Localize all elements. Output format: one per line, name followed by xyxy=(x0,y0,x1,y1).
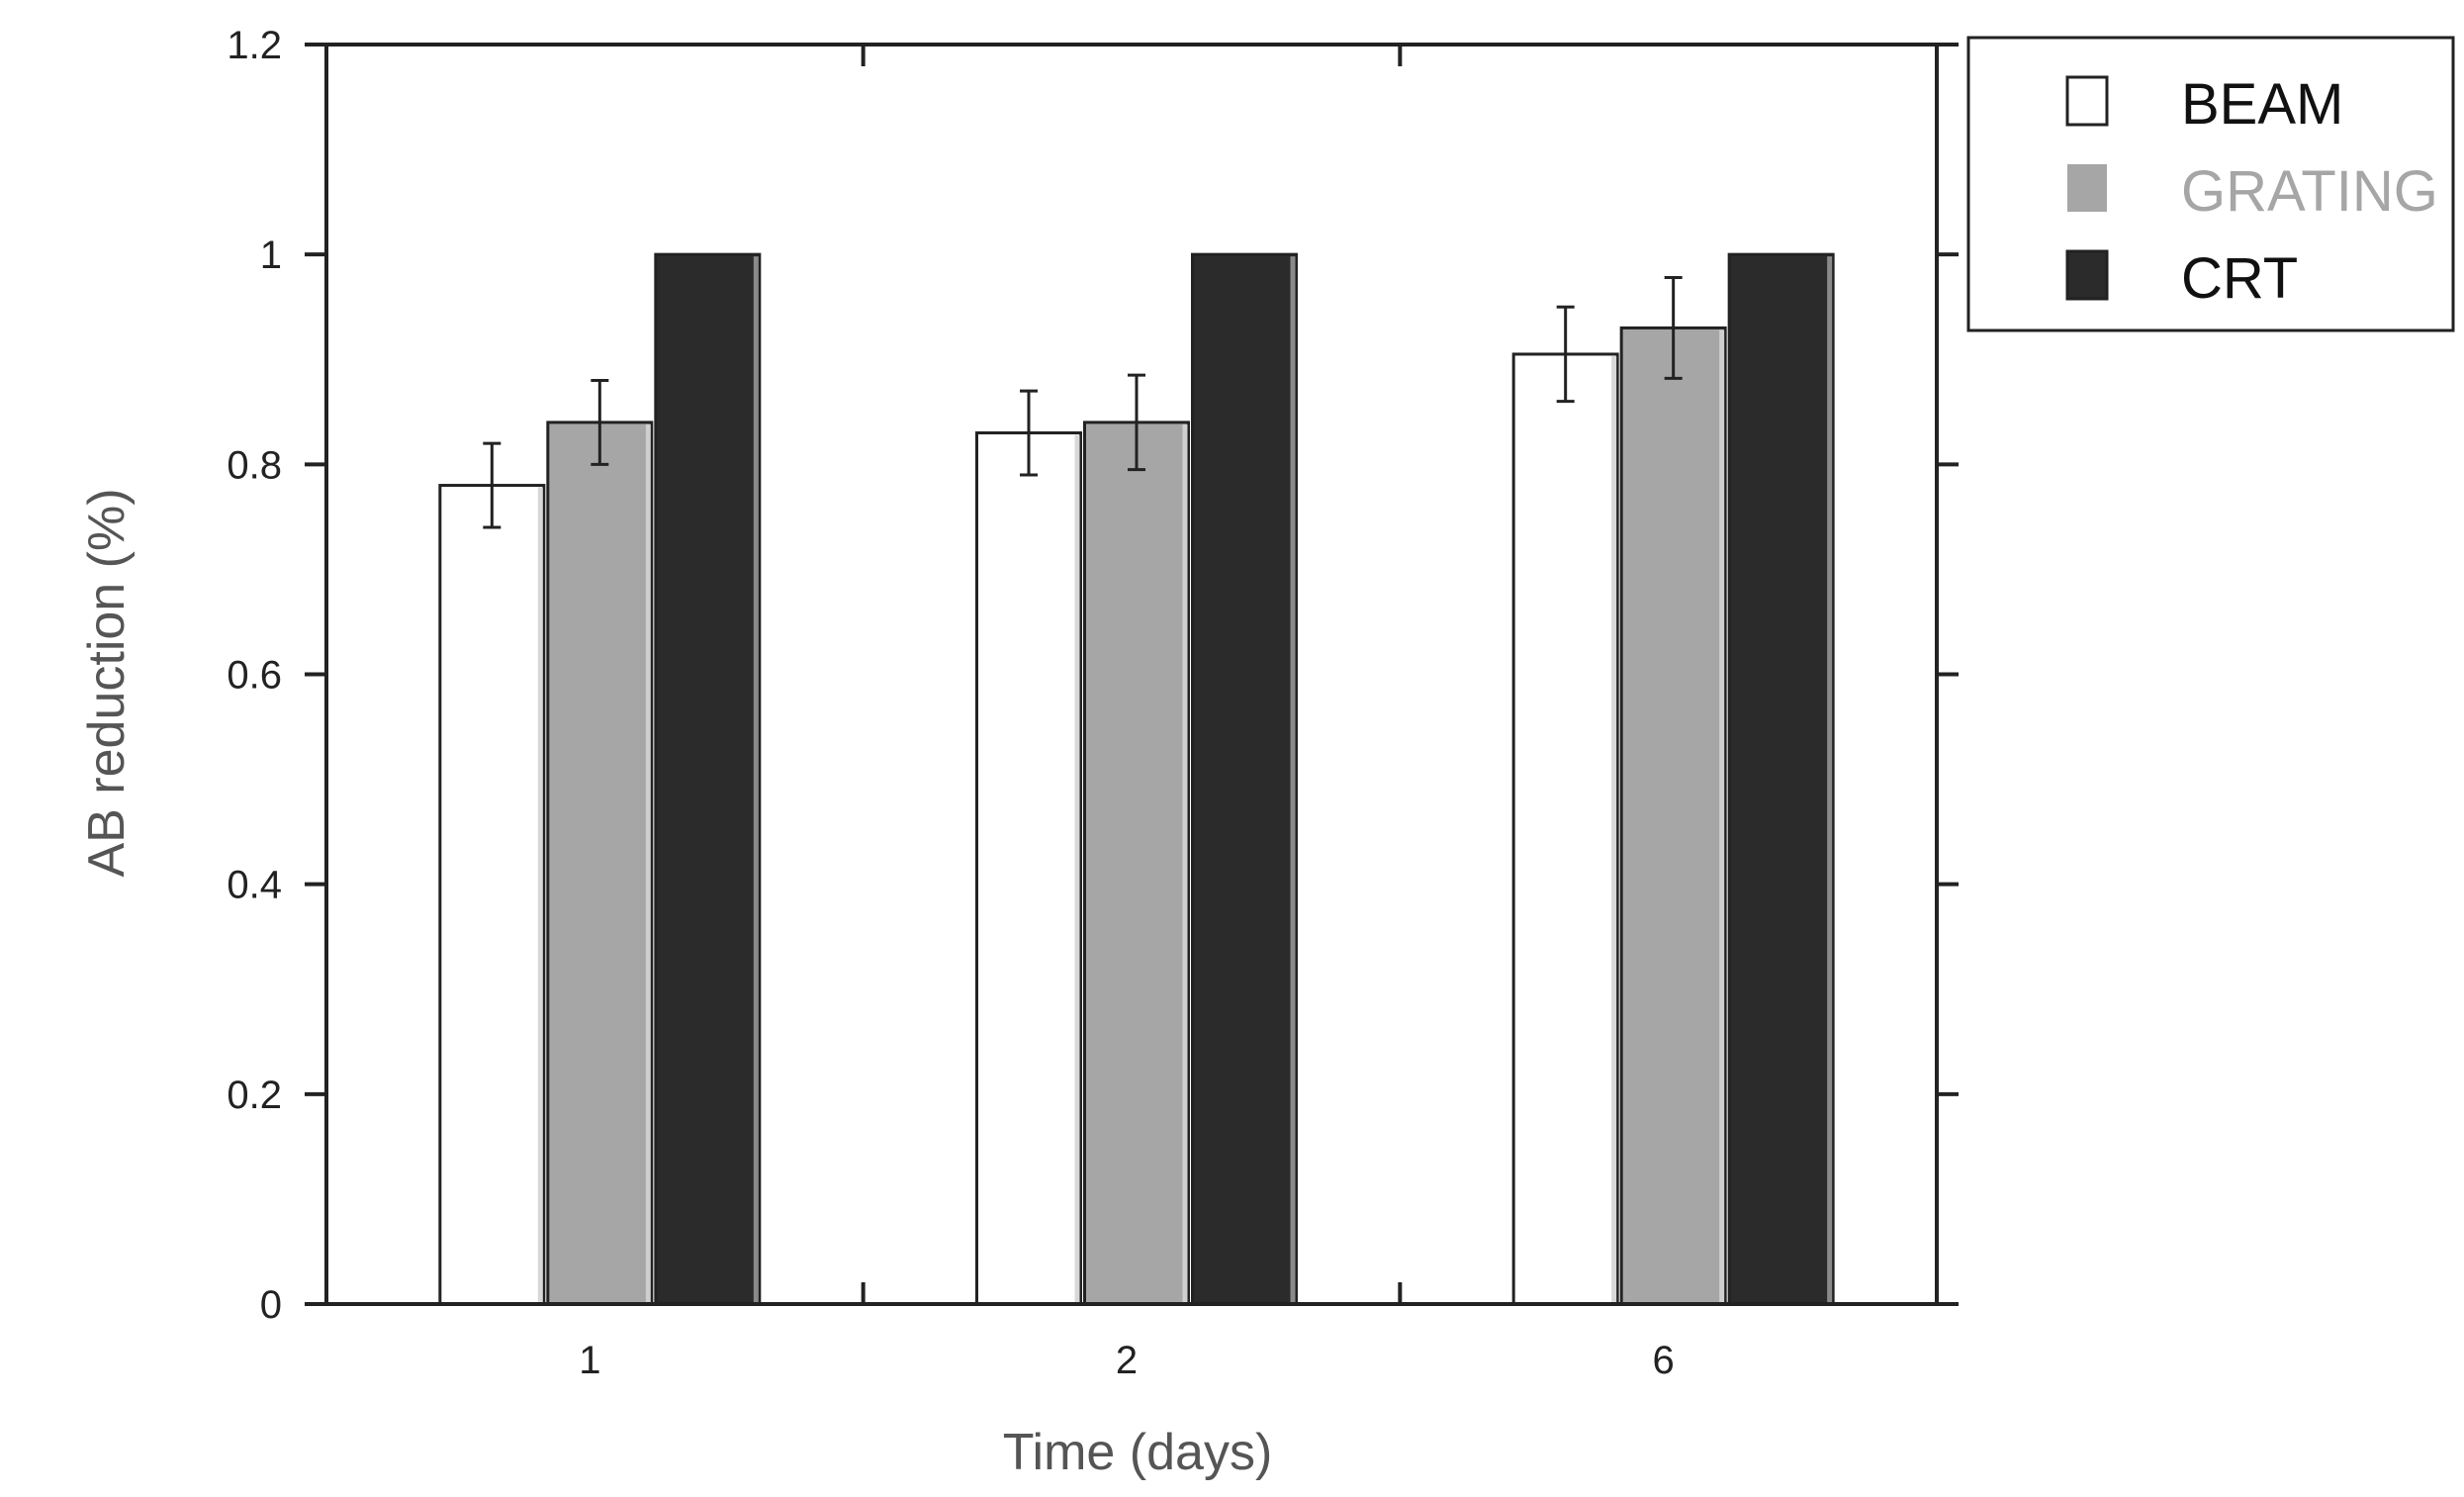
bar-beam-6 xyxy=(1511,352,1619,1306)
bar-shade-crt-1 xyxy=(753,256,759,1305)
bar-beam-1 xyxy=(438,484,546,1306)
bar-crt-1 xyxy=(654,252,762,1306)
bar-shade-grating-2 xyxy=(1182,423,1188,1304)
bar-grating-6 xyxy=(1619,326,1727,1306)
y-tick-label-5: 1 xyxy=(260,234,282,277)
axis-ticks-layer xyxy=(305,43,1959,1306)
y-tick-label-1: 0.2 xyxy=(227,1074,282,1117)
bar-shade-grating-1 xyxy=(645,423,651,1304)
x-tick-label-6: 6 xyxy=(1653,1339,1675,1382)
tick-labels-layer: 1 2 600.20.40.60.811.2 xyxy=(227,24,1674,1382)
bar-shade-crt-2 xyxy=(1290,256,1296,1305)
x-tick-label-1: 1 xyxy=(579,1339,600,1382)
legend: BEAM GRATING CRT xyxy=(1966,36,2455,332)
bar-beam-2 xyxy=(975,431,1082,1306)
legend-label-crt: CRT xyxy=(2181,246,2298,311)
bar-crt-2 xyxy=(1191,252,1298,1306)
x-tick-label-2: 2 xyxy=(1116,1339,1138,1382)
y-tick-label-3: 0.6 xyxy=(227,654,282,698)
bar-shade-beam-6 xyxy=(1611,355,1617,1305)
y-tick-label-6: 1.2 xyxy=(227,24,282,67)
bar-grating-1 xyxy=(546,421,654,1306)
legend-swatch-crt xyxy=(2065,249,2109,301)
legend-label-grating: GRATING xyxy=(2181,159,2438,224)
bar-grating-2 xyxy=(1083,421,1190,1306)
bar-shade-beam-1 xyxy=(537,487,543,1304)
legend-swatch-grating xyxy=(2067,164,2107,212)
legend-swatch-beam xyxy=(2065,75,2109,127)
legend-label-beam: BEAM xyxy=(2181,72,2343,137)
y-tick-label-2: 0.4 xyxy=(227,864,282,907)
bar-shade-beam-2 xyxy=(1074,434,1080,1305)
y-tick-label-4: 0.8 xyxy=(227,443,282,487)
bar-shade-grating-6 xyxy=(1719,329,1725,1304)
y-axis-title: AB reduction (%) xyxy=(78,488,136,877)
legend-box xyxy=(1966,36,2455,332)
bar-crt-6 xyxy=(1727,252,1835,1306)
bar-shade-crt-6 xyxy=(1827,256,1833,1305)
x-axis-title: Time (days) xyxy=(1003,1424,1273,1481)
y-tick-label-0: 0 xyxy=(260,1283,282,1327)
error-bars-layer xyxy=(483,276,1683,529)
